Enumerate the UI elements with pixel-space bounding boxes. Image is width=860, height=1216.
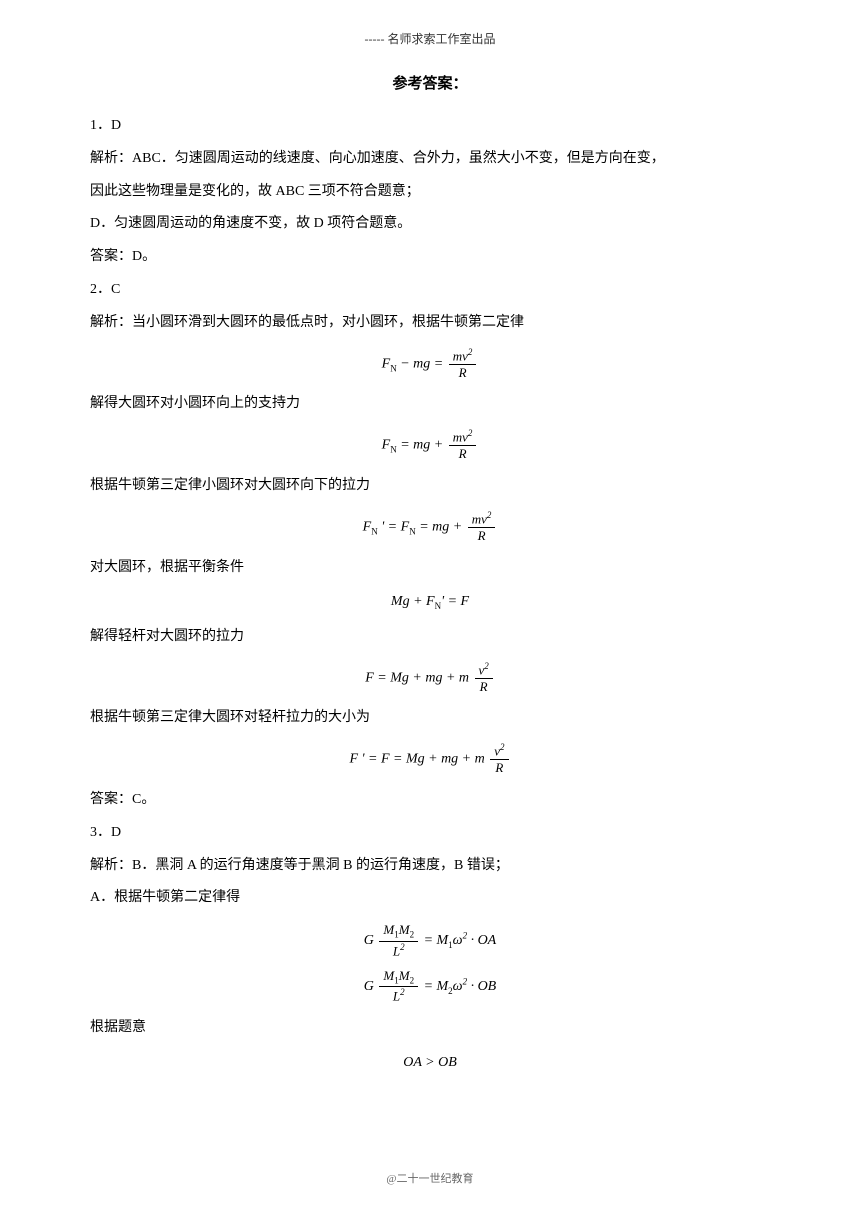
formula-7: G M1M2L2 = M1ω2 · OA	[90, 922, 770, 960]
q2-line2: 解得大圆环对小圆环向上的支持力	[90, 389, 770, 420]
q2-line6: 根据牛顿第三定律大圆环对轻杆拉力的大小为	[90, 703, 770, 734]
formula-3: FN ' = FN = mg + mv2R	[90, 510, 770, 545]
page-title: 参考答案：	[90, 72, 770, 93]
q3-line1: 解析：B．黑洞 A 的运行角速度等于黑洞 B 的运行角速度，B 错误；	[90, 851, 770, 882]
q2-line7: 答案：C。	[90, 785, 770, 816]
q1-number: 1．D	[90, 111, 770, 142]
formula-4: Mg + FN' = F	[90, 591, 770, 613]
formula-5: F = Mg + mg + m v2R	[90, 661, 770, 696]
page-header: ----- 名师求索工作室出品	[90, 30, 770, 47]
formula-8: G M1M2L2 = M2ω2 · OB	[90, 968, 770, 1006]
header-text: ----- 名师求索工作室出品	[365, 32, 496, 46]
q2-line5: 解得轻杆对大圆环的拉力	[90, 622, 770, 653]
q3-number: 3．D	[90, 818, 770, 849]
q3-line3: 根据题意	[90, 1013, 770, 1044]
formula-9: OA > OB	[90, 1052, 770, 1074]
q1-line1: 解析：ABC．匀速圆周运动的线速度、向心加速度、合外力，虽然大小不变，但是方向在…	[90, 144, 770, 175]
q2-line3: 根据牛顿第三定律小圆环对大圆环向下的拉力	[90, 471, 770, 502]
formula-4-right: ' = F	[441, 594, 469, 609]
formula-1: FN − mg = mv2R	[90, 347, 770, 382]
formula-2: FN = mg + mv2R	[90, 428, 770, 463]
footer-text: @二十一世纪教育	[386, 1173, 473, 1185]
q1-line4: 答案：D。	[90, 242, 770, 273]
page-footer: @二十一世纪教育	[0, 1170, 860, 1186]
q3-line2: A．根据牛顿第二定律得	[90, 883, 770, 914]
q2-number: 2．C	[90, 275, 770, 306]
q1-line3: D．匀速圆周运动的角速度不变，故 D 项符合题意。	[90, 209, 770, 240]
q1-line2: 因此这些物理量是变化的，故 ABC 三项不符合题意；	[90, 177, 770, 208]
q2-line4: 对大圆环，根据平衡条件	[90, 553, 770, 584]
q2-line1: 解析：当小圆环滑到大圆环的最低点时，对小圆环，根据牛顿第二定律	[90, 308, 770, 339]
formula-4-left: Mg + F	[391, 594, 435, 609]
formula-6: F ' = F = Mg + mg + m v2R	[90, 742, 770, 777]
